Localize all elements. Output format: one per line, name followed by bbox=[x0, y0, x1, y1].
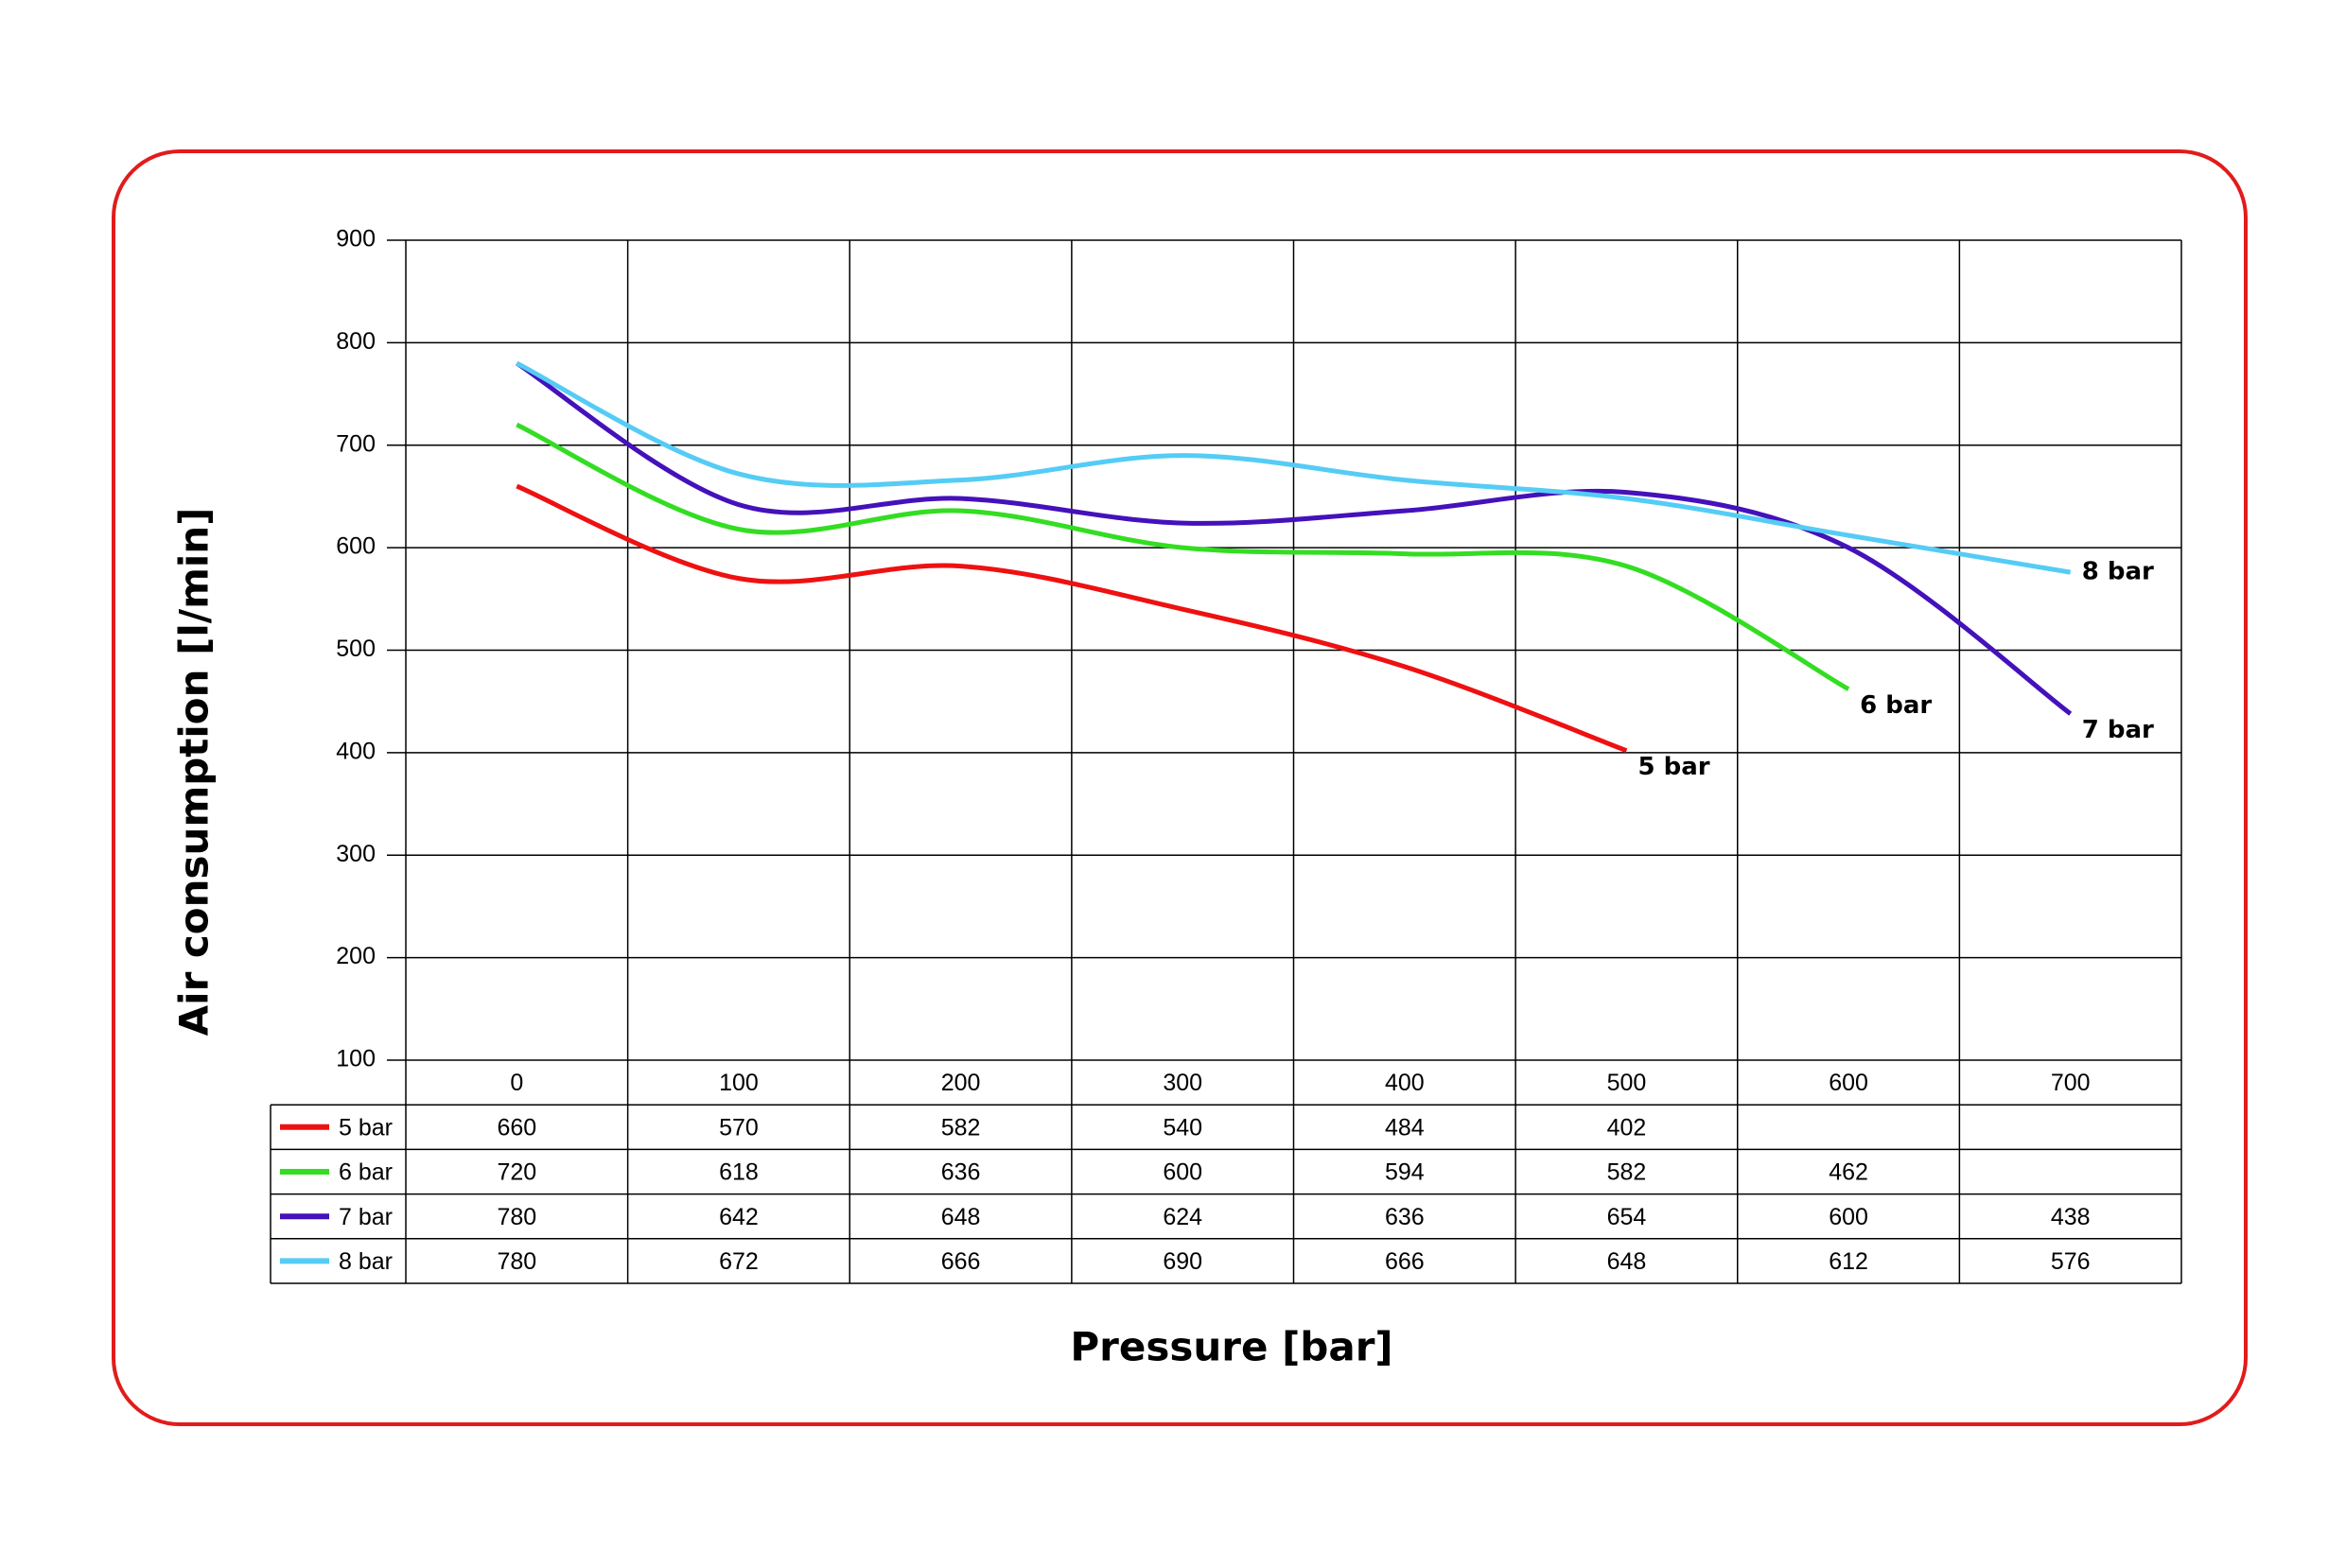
y-tick-label: 700 bbox=[336, 430, 376, 457]
table-value: 624 bbox=[1163, 1204, 1202, 1230]
y-axis-title: Air consumption [l/min] bbox=[171, 508, 218, 1037]
table-value: 636 bbox=[1385, 1204, 1425, 1230]
table-value: 618 bbox=[719, 1159, 759, 1186]
y-tick-label: 900 bbox=[336, 226, 376, 253]
table-value: 672 bbox=[719, 1248, 759, 1275]
legend-label: 8 bar bbox=[339, 1248, 393, 1275]
table-value: 636 bbox=[941, 1159, 981, 1186]
series-line bbox=[516, 483, 1628, 754]
y-tick-label: 600 bbox=[336, 533, 376, 560]
x-tick-label: 600 bbox=[1829, 1070, 1868, 1096]
table-value: 642 bbox=[719, 1204, 759, 1230]
legend-label: 6 bar bbox=[339, 1159, 393, 1186]
table-value: 600 bbox=[1829, 1204, 1868, 1230]
table-value: 576 bbox=[2051, 1248, 2091, 1275]
legend-label: 5 bar bbox=[339, 1114, 393, 1141]
x-tick-label: 700 bbox=[2051, 1070, 2091, 1096]
end-label: 7 bar bbox=[2082, 716, 2154, 744]
table-value: 648 bbox=[941, 1204, 981, 1230]
table-value: 780 bbox=[497, 1248, 536, 1275]
series-line bbox=[516, 422, 1850, 691]
x-axis-title: Pressure [bar] bbox=[1070, 1324, 1392, 1370]
y-tick-label: 800 bbox=[336, 328, 376, 355]
x-tick-label: 400 bbox=[1385, 1070, 1425, 1096]
series-line bbox=[515, 360, 2073, 716]
x-tick-label: 0 bbox=[510, 1070, 523, 1096]
table-value: 720 bbox=[497, 1159, 536, 1186]
end-label: 5 bar bbox=[1637, 753, 1709, 781]
end-label: 8 bar bbox=[2082, 558, 2154, 586]
x-tick-label: 300 bbox=[1163, 1070, 1202, 1096]
table-value: 570 bbox=[719, 1114, 759, 1141]
end-label: 6 bar bbox=[1860, 691, 1932, 720]
table-value: 648 bbox=[1607, 1248, 1647, 1275]
table-value: 540 bbox=[1163, 1114, 1202, 1141]
table-value: 690 bbox=[1163, 1248, 1202, 1275]
table-value: 666 bbox=[941, 1248, 981, 1275]
table-value: 582 bbox=[941, 1114, 981, 1141]
table-value: 654 bbox=[1607, 1204, 1647, 1230]
y-tick-label: 100 bbox=[336, 1046, 376, 1072]
series-line bbox=[516, 360, 2072, 575]
x-tick-label: 500 bbox=[1607, 1070, 1647, 1096]
table-value: 402 bbox=[1607, 1114, 1647, 1141]
table-value: 438 bbox=[2051, 1204, 2091, 1230]
table-value: 484 bbox=[1385, 1114, 1425, 1141]
table-value: 582 bbox=[1607, 1159, 1647, 1186]
table-value: 660 bbox=[497, 1114, 536, 1141]
legend-label: 7 bar bbox=[339, 1204, 393, 1230]
table-value: 594 bbox=[1385, 1159, 1425, 1186]
table-value: 612 bbox=[1829, 1248, 1868, 1275]
frame bbox=[112, 149, 2248, 1426]
y-tick-label: 200 bbox=[336, 943, 376, 969]
table-value: 462 bbox=[1829, 1159, 1868, 1186]
y-tick-label: 300 bbox=[336, 841, 376, 867]
y-tick-label: 400 bbox=[336, 738, 376, 764]
x-tick-label: 200 bbox=[941, 1070, 981, 1096]
table-value: 780 bbox=[497, 1204, 536, 1230]
y-tick-label: 500 bbox=[336, 636, 376, 662]
table-value: 600 bbox=[1163, 1159, 1202, 1186]
x-tick-label: 100 bbox=[719, 1070, 759, 1096]
table-value: 666 bbox=[1385, 1248, 1425, 1275]
